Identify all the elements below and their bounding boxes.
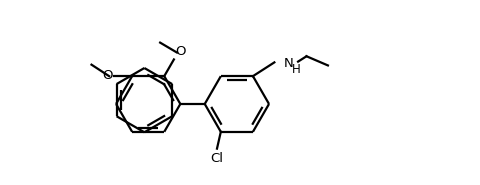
Text: O: O (175, 45, 186, 58)
Text: O: O (102, 69, 113, 82)
Text: Cl: Cl (211, 152, 224, 165)
Text: N: N (284, 57, 293, 70)
Text: H: H (292, 63, 300, 76)
